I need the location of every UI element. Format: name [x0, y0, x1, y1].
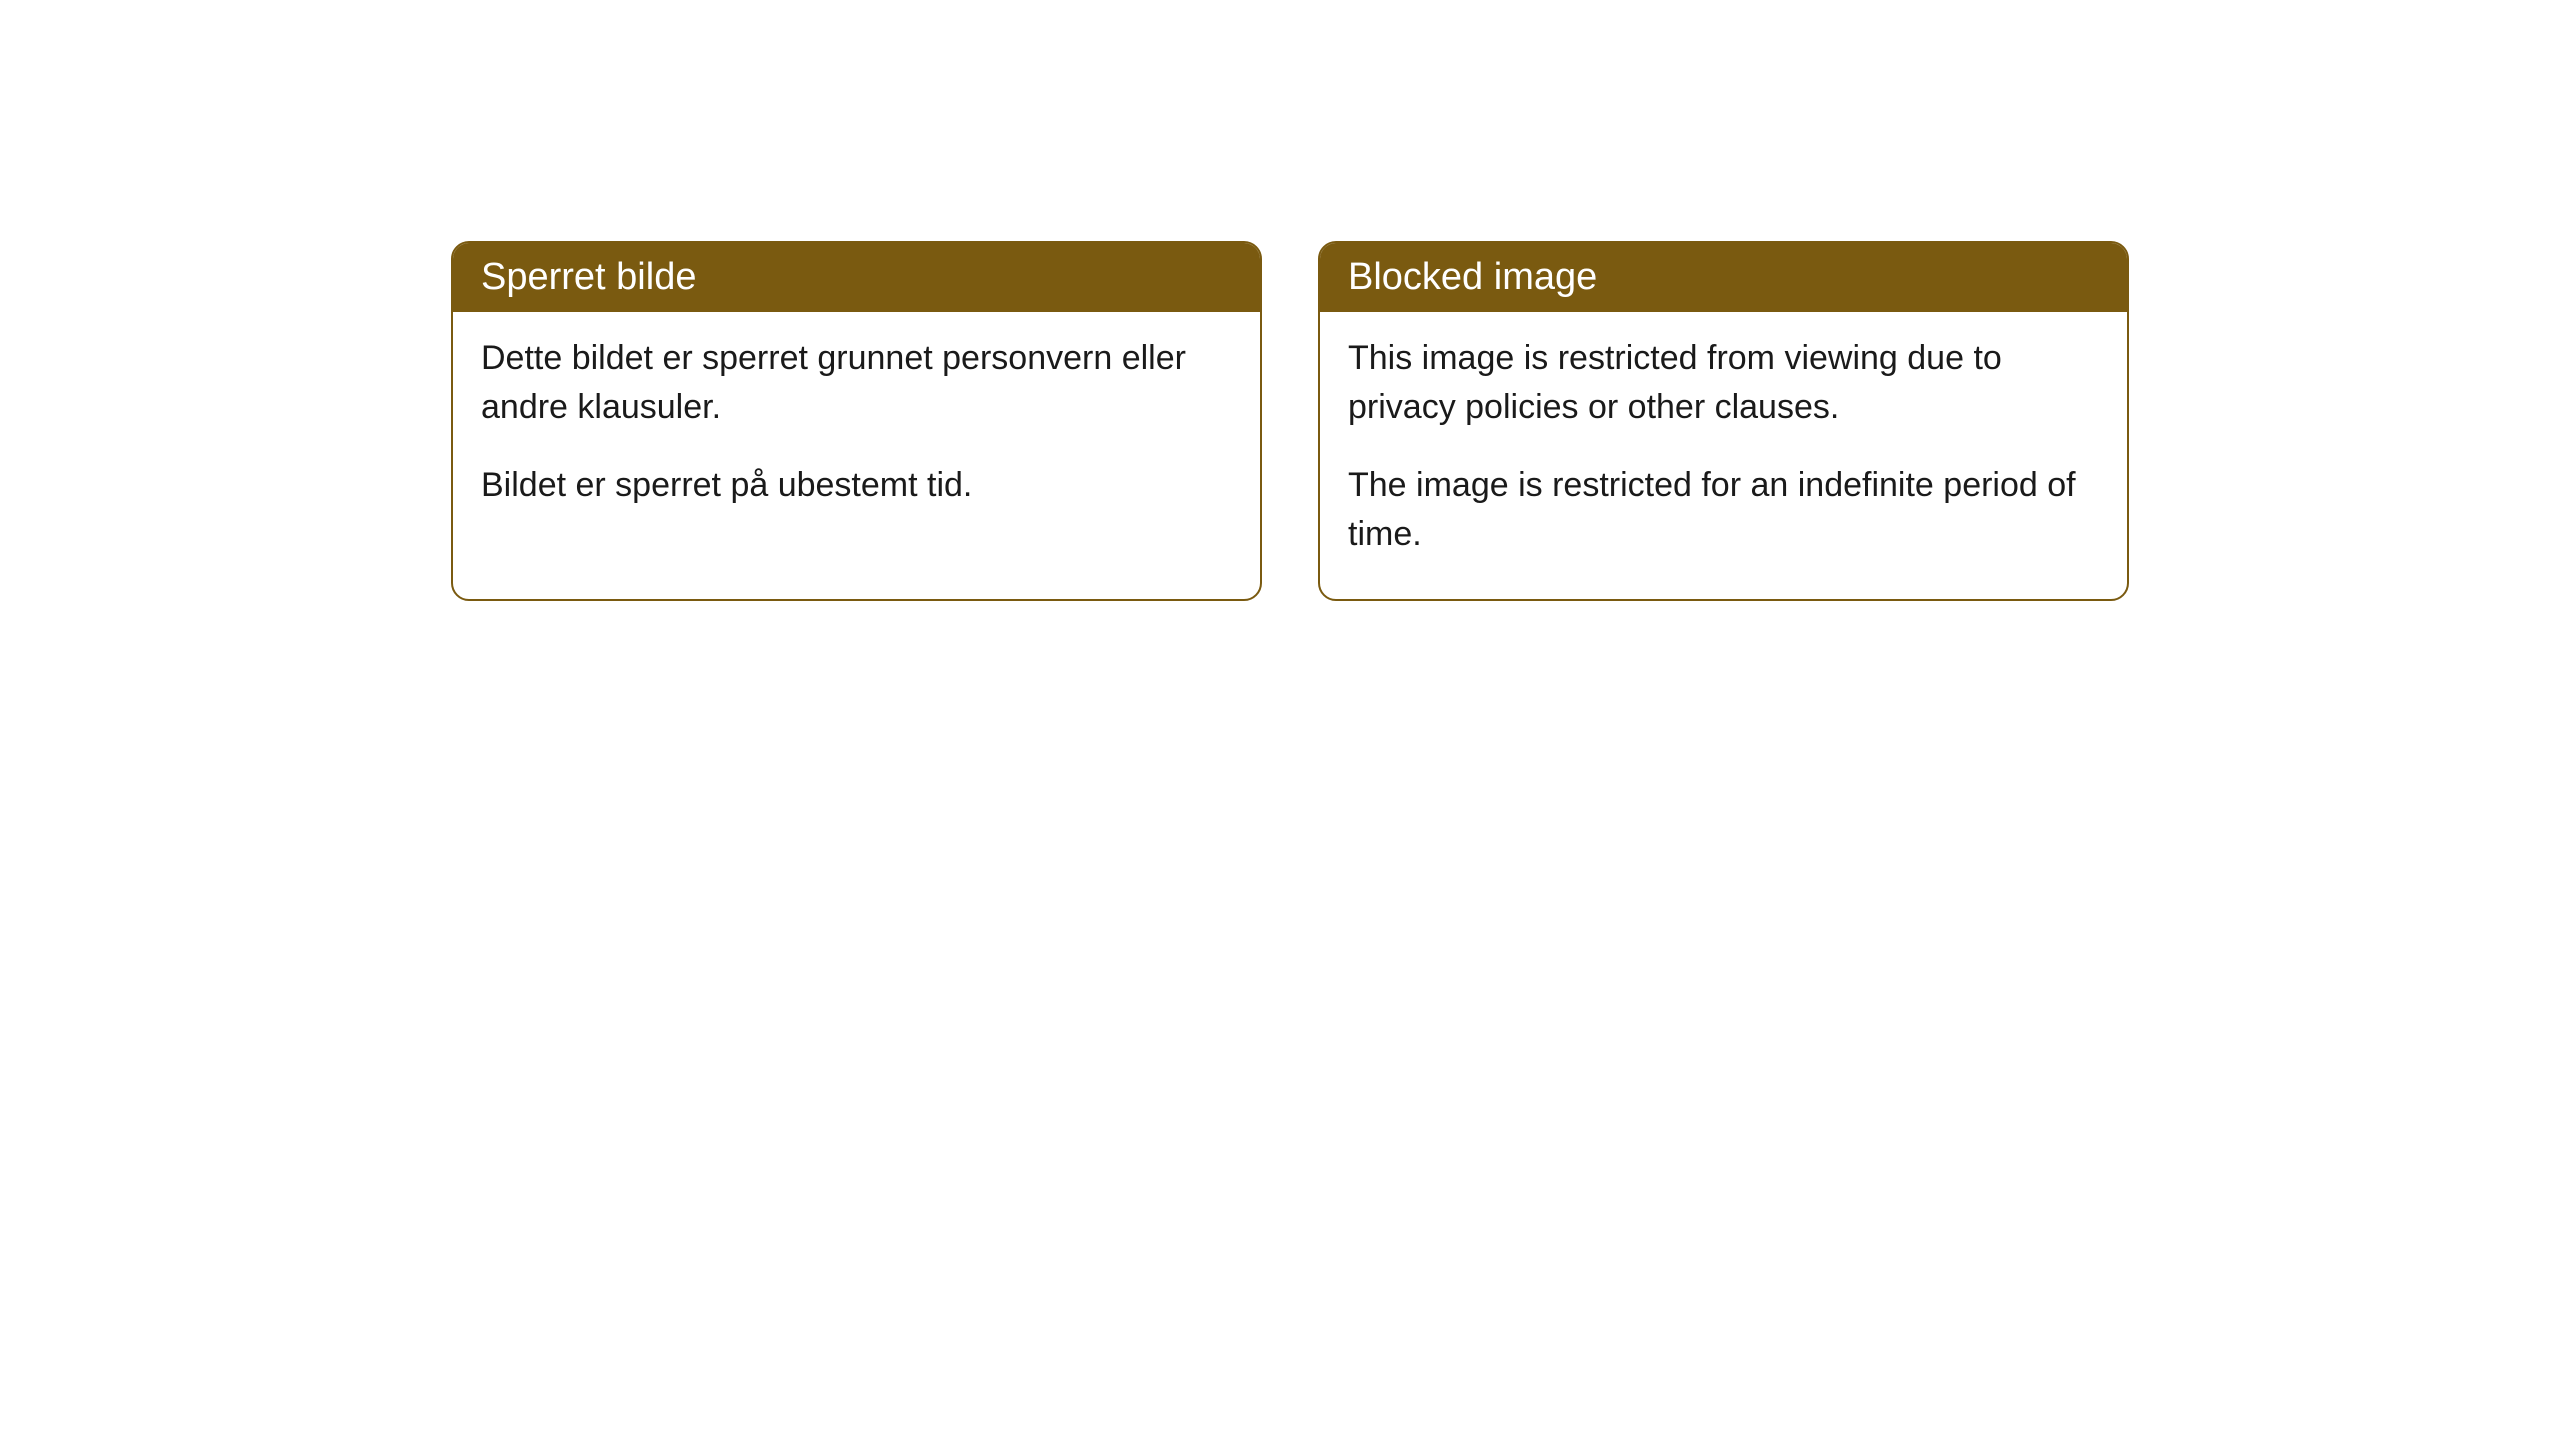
card-paragraph: Dette bildet er sperret grunnet personve…: [481, 334, 1232, 433]
card-paragraph: The image is restricted for an indefinit…: [1348, 461, 2099, 560]
notice-cards-container: Sperret bilde Dette bildet er sperret gr…: [451, 241, 2129, 601]
card-body: Dette bildet er sperret grunnet personve…: [453, 312, 1260, 550]
card-title: Sperret bilde: [481, 256, 696, 298]
card-header: Blocked image: [1320, 243, 2127, 312]
notice-card-english: Blocked image This image is restricted f…: [1318, 241, 2129, 601]
notice-card-norwegian: Sperret bilde Dette bildet er sperret gr…: [451, 241, 1262, 601]
card-paragraph: Bildet er sperret på ubestemt tid.: [481, 461, 1232, 510]
card-header: Sperret bilde: [453, 243, 1260, 312]
card-title: Blocked image: [1348, 256, 1597, 298]
card-body: This image is restricted from viewing du…: [1320, 312, 2127, 599]
card-paragraph: This image is restricted from viewing du…: [1348, 334, 2099, 433]
